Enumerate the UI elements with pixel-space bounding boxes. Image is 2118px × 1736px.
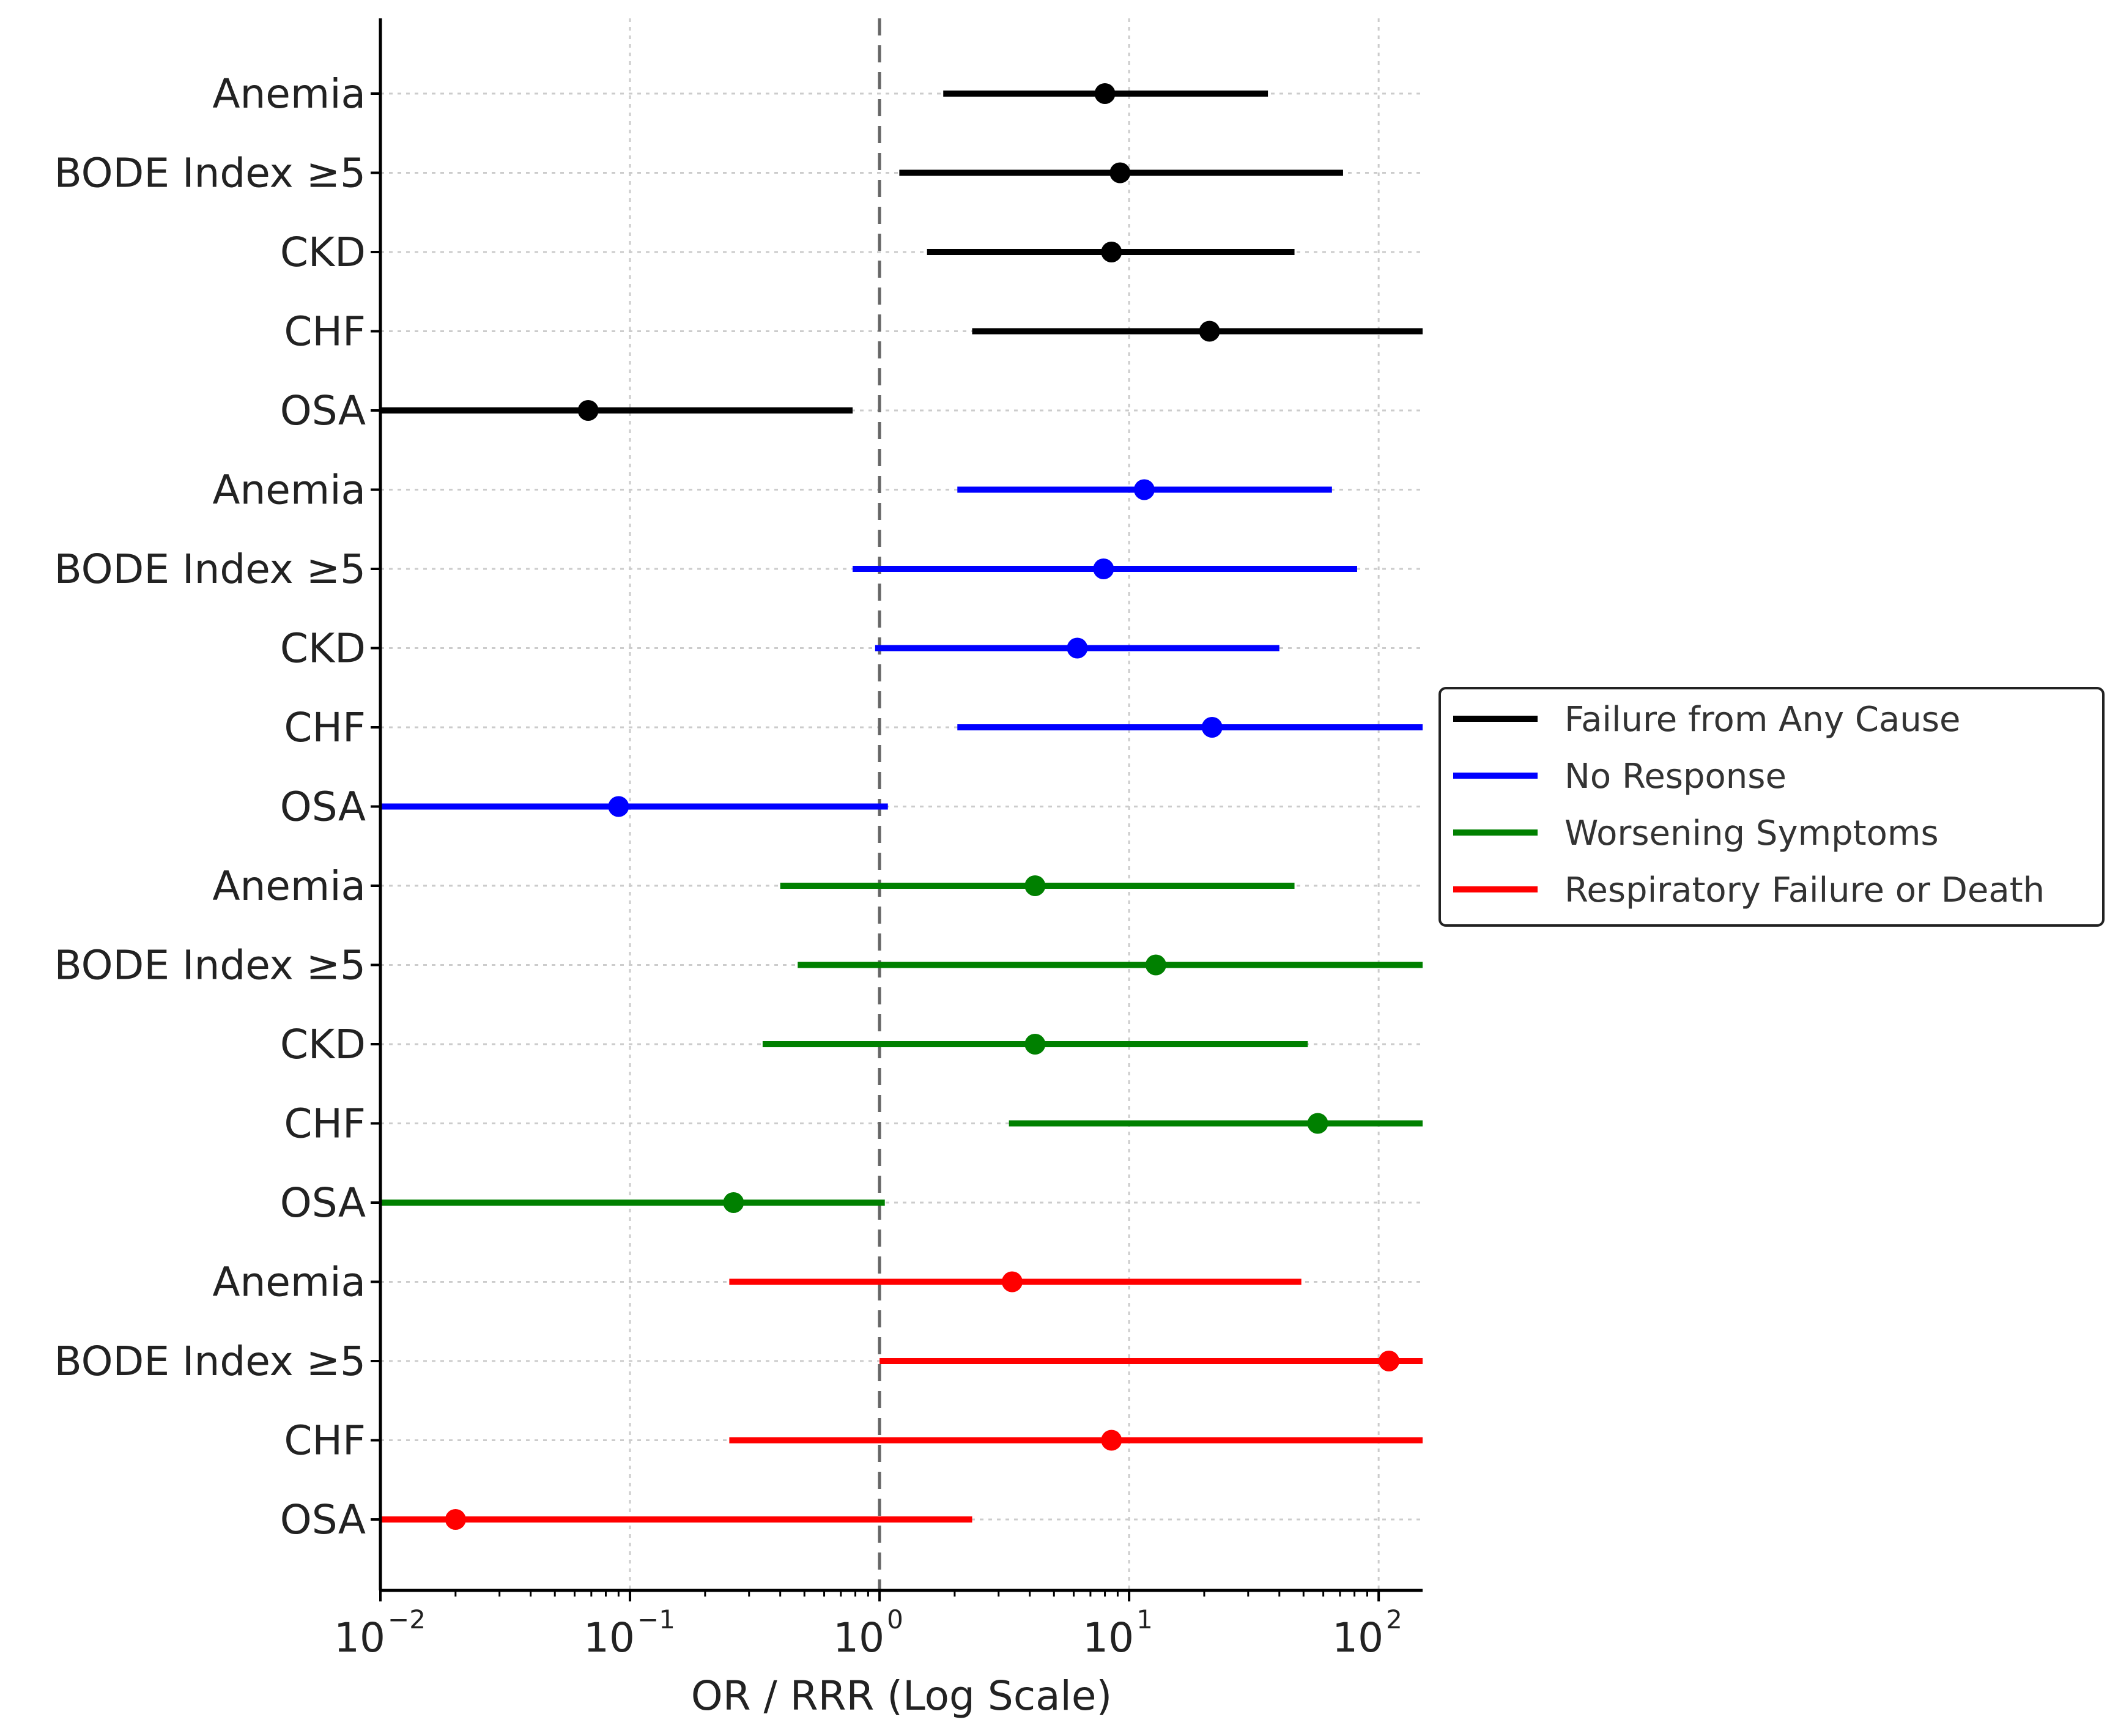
row-label: OSA [280, 1496, 366, 1543]
estimate-point [577, 400, 599, 421]
legend-entry: No Response [1564, 757, 1787, 796]
row-label: OSA [280, 387, 366, 434]
row-label: Anemia [212, 70, 366, 117]
row-label: Anemia [212, 862, 366, 910]
row-label: Anemia [212, 1259, 366, 1306]
x-tick-exponent: −2 [388, 1604, 426, 1634]
x-tick-label: 10 0 [833, 1604, 903, 1661]
estimate-point [1101, 242, 1122, 262]
x-tick-exponent: 2 [1386, 1604, 1402, 1634]
estimate-point [1379, 1351, 1400, 1371]
row-label: CHF [284, 308, 366, 355]
row-label: OSA [280, 784, 366, 831]
row-label: CHF [284, 1417, 366, 1464]
row-label: BODE Index ≥5 [54, 1338, 366, 1385]
row-label: OSA [280, 1179, 366, 1226]
row-label: CHF [284, 1100, 366, 1148]
estimate-point [1093, 558, 1114, 579]
legend-entry: Worsening Symptoms [1564, 814, 1939, 853]
row-label: Anemia [212, 467, 366, 514]
estimate-point [1101, 1430, 1122, 1451]
x-tick-exponent: 0 [887, 1604, 903, 1634]
row-label: CKD [280, 625, 366, 672]
estimate-rows [380, 83, 1423, 1530]
x-tick-base: 10 [583, 1614, 635, 1661]
x-axis-label: OR / RRR (Log Scale) [691, 1672, 1113, 1719]
estimate-point [1133, 479, 1155, 500]
estimate-point [1024, 875, 1046, 896]
x-tick-label: 10 1 [1083, 1604, 1153, 1661]
row-labels: Anemia BODE Index ≥5 CKD CHF OSA Anemia BODE I… [54, 70, 366, 1543]
estimate-point [1109, 162, 1131, 184]
row-label: CKD [280, 229, 366, 276]
x-tick-label: 10 −2 [334, 1604, 426, 1661]
estimate-point [608, 796, 629, 817]
estimate-point [1201, 717, 1223, 738]
row-label: CHF [284, 704, 366, 751]
legend-entry: Failure from Any Cause [1564, 700, 1960, 740]
x-tick-exponent: −1 [637, 1604, 675, 1634]
estimate-point [1307, 1113, 1328, 1134]
row-label: BODE Index ≥5 [54, 150, 366, 197]
x-tick-base: 10 [833, 1614, 884, 1661]
estimate-point [445, 1509, 466, 1530]
x-tick-label: 10 2 [1332, 1604, 1402, 1661]
x-tick-labels: 10 −2 10 −1 10 0 10 1 10 2 [334, 1604, 1402, 1661]
estimate-point [1199, 321, 1220, 342]
x-tick-exponent: 1 [1136, 1604, 1153, 1634]
row-label: BODE Index ≥5 [54, 942, 366, 989]
axes [371, 18, 1423, 1601]
row-label: CKD [280, 1021, 366, 1068]
estimate-point [723, 1192, 744, 1213]
x-tick-base: 10 [1332, 1614, 1383, 1661]
legend: Failure from Any Cause No Response Worseni… [1439, 687, 2105, 927]
x-tick-base: 10 [334, 1614, 385, 1661]
estimate-point [1094, 83, 1116, 104]
row-label: BODE Index ≥5 [54, 546, 366, 593]
estimate-point [1001, 1271, 1023, 1293]
x-tick-base: 10 [1083, 1614, 1134, 1661]
legend-entry: Respiratory Failure or Death [1564, 870, 2045, 910]
estimate-point [1145, 954, 1166, 976]
estimate-point [1024, 1034, 1046, 1055]
legend-frame [1439, 687, 2105, 927]
estimate-point [1067, 637, 1088, 659]
x-tick-label: 10 −1 [583, 1604, 675, 1661]
